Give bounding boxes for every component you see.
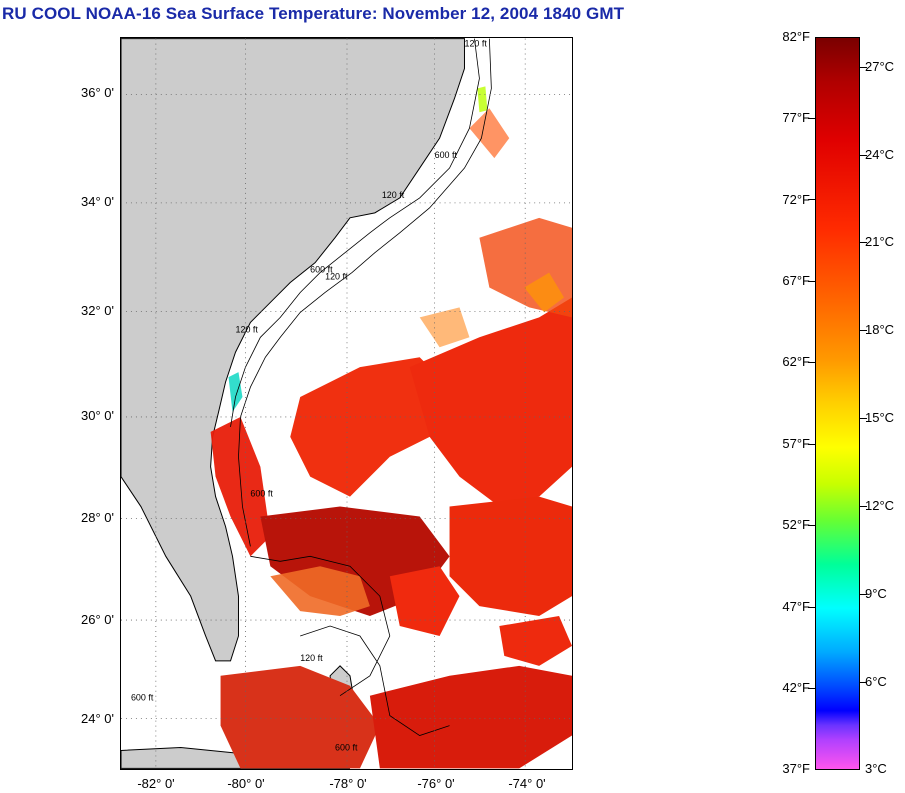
lon-label: -74° 0' [508,776,546,791]
contour-label: 600 ft [250,489,273,499]
contour-label: 600 ft [310,265,333,275]
contour-label: 120 ft [464,39,487,49]
lon-label: -78° 0' [329,776,367,791]
celsius-label: 3°C [865,761,887,776]
celsius-label: 18°C [865,322,895,337]
fahrenheit-label: 82°F [782,29,810,44]
celsius-label: 9°C [865,586,887,601]
sst-map-canvas: 120 ft 600 ft 120 ft 120 ft 600 ft 120 f… [121,38,572,769]
contour-label: 120 ft [300,653,323,663]
colorbar-tick [860,242,867,243]
colorbar-tick [860,594,867,595]
colorbar-tick [808,688,815,689]
celsius-label: 27°C [865,59,895,74]
celsius-label: 12°C [865,498,895,513]
temperature-colorbar [815,37,860,770]
graticule [121,38,572,769]
lon-label: -80° 0' [227,776,265,791]
fahrenheit-label: 62°F [782,354,810,369]
contour-label: 600 ft [435,150,458,160]
colorbar-tick [860,682,867,683]
contour-label: 120 ft [235,324,258,334]
contour-label: 600 ft [335,742,358,752]
colorbar-tick [808,607,815,608]
contour-label: 600 ft [131,693,154,703]
land-mass [121,38,465,662]
fahrenheit-label: 77°F [782,110,810,125]
colorbar-tick [808,281,815,282]
lat-label: 28° 0' [81,510,114,525]
colorbar-tick [860,330,867,331]
fahrenheit-label: 72°F [782,192,810,207]
contour-label: 120 ft [325,272,348,282]
lat-label: 36° 0' [81,85,114,100]
contour-labels: 120 ft 600 ft 120 ft 120 ft 600 ft 120 f… [131,39,487,753]
colorbar-tick [808,199,815,200]
colorbar-tick [808,362,815,363]
colorbar-tick [808,525,815,526]
map-title: RU COOL NOAA-16 Sea Surface Temperature:… [2,4,625,23]
sst-patches [210,86,572,769]
lat-label: 26° 0' [81,612,114,627]
celsius-label: 15°C [865,410,895,425]
fahrenheit-label: 52°F [782,517,810,532]
lon-label: -76° 0' [417,776,455,791]
depth-contours [230,38,492,736]
celsius-label: 24°C [865,147,895,162]
colorbar-tick [808,118,815,119]
contour-label: 120 ft [382,190,405,200]
colorbar-tick [860,506,867,507]
celsius-label: 21°C [865,234,895,249]
lat-label: 32° 0' [81,303,114,318]
colorbar-tick [808,444,815,445]
fahrenheit-label: 37°F [782,761,810,776]
colorbar-tick [860,155,867,156]
fahrenheit-label: 42°F [782,680,810,695]
sst-map[interactable]: 120 ft 600 ft 120 ft 120 ft 600 ft 120 f… [120,37,573,770]
lat-label: 24° 0' [81,711,114,726]
lat-label: 30° 0' [81,408,114,423]
fahrenheit-label: 47°F [782,599,810,614]
colorbar-tick [860,67,867,68]
fahrenheit-label: 67°F [782,273,810,288]
lon-label: -82° 0' [137,776,175,791]
fahrenheit-label: 57°F [782,436,810,451]
colorbar-tick [860,418,867,419]
celsius-label: 6°C [865,674,887,689]
lat-label: 34° 0' [81,194,114,209]
